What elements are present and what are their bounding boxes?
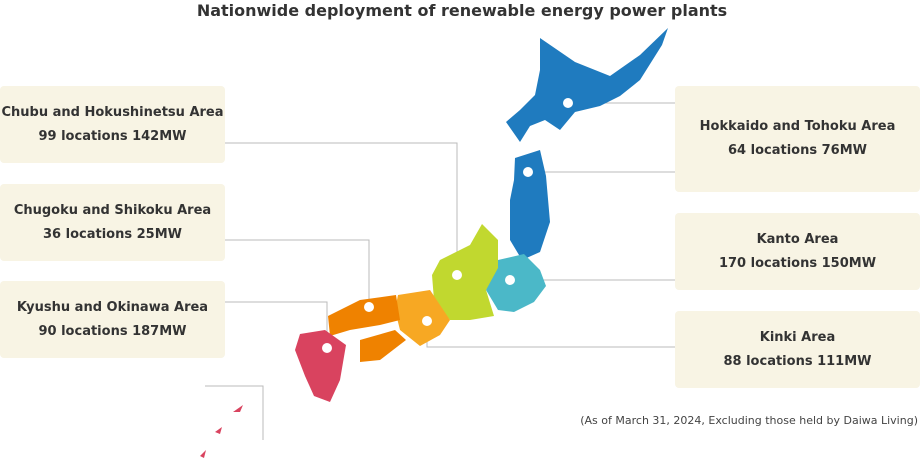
area-name: Chubu and Hokushinetsu Area xyxy=(1,104,224,120)
area-detail: 36 locations 25MW xyxy=(43,226,182,242)
area-box: Kinki Area 88 locations 111MW xyxy=(675,311,920,388)
area-detail: 64 locations 76MW xyxy=(728,143,867,158)
area-box: Chugoku and Shikoku Area 36 locations 25M… xyxy=(0,184,225,261)
area-box: Chubu and Hokushinetsu Area 99 locations … xyxy=(0,86,225,163)
area-box: Kyushu and Okinawa Area 90 locations 187M… xyxy=(0,281,225,358)
area-name: Hokkaido and Tohoku Area xyxy=(699,119,896,134)
chugoku xyxy=(328,295,400,336)
tohoku xyxy=(510,150,550,260)
shikoku xyxy=(360,330,406,362)
area-dots xyxy=(322,98,573,353)
kanto xyxy=(486,254,546,312)
hokkaido xyxy=(506,28,668,142)
area-box: Hokkaido and Tohoku Area 64 locations 76M… xyxy=(675,86,920,192)
kinki xyxy=(395,290,450,346)
area-detail: 88 locations 111MW xyxy=(723,353,872,369)
okinawa-islands xyxy=(200,405,243,458)
title: Nationwide deployment of renewable energ… xyxy=(196,1,728,20)
kyushu xyxy=(295,330,346,402)
area-box: Kanto Area 170 locations 150MW xyxy=(675,213,920,290)
area-name: Kinki Area xyxy=(759,329,836,345)
chubu xyxy=(432,224,498,320)
area-name: Kyushu and Okinawa Area xyxy=(16,299,209,315)
area-detail: 99 locations 142MW xyxy=(38,128,187,144)
footnote: (As of March 31, 2024, Excluding those h… xyxy=(580,414,918,427)
area-detail: 170 locations 150MW xyxy=(718,255,877,271)
area-name: Chugoku and Shikoku Area xyxy=(13,202,212,218)
area-detail: 90 locations 187MW xyxy=(38,323,187,339)
area-name: Kanto Area xyxy=(756,231,839,247)
